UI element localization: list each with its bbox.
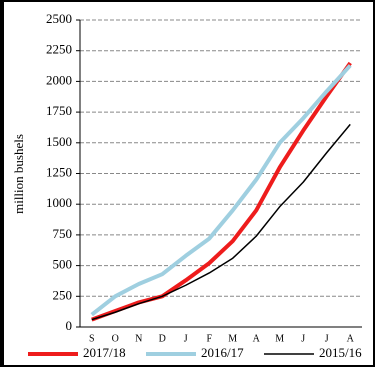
y-tick-label: 0 (66, 318, 73, 333)
y-tick-label: 1750 (46, 103, 72, 118)
legend-label: 2015/16 (319, 345, 362, 360)
y-tick-label: 2500 (46, 11, 72, 26)
left-border (0, 0, 4, 367)
x-tick-label: J (184, 333, 188, 344)
y-tick-label: 250 (53, 287, 73, 302)
y-tick-label: 500 (53, 257, 73, 272)
x-tick-label: A (253, 333, 261, 344)
series-line (90, 64, 352, 317)
y-tick-label: 1000 (46, 195, 72, 210)
y-tick-label: 1250 (46, 164, 72, 179)
x-tick-label: O (112, 333, 119, 344)
y-axis-label: million bushels (11, 134, 26, 214)
legend-label: 2017/18 (83, 345, 126, 360)
x-tick-label: D (159, 333, 166, 344)
x-tick-label: A (347, 333, 355, 344)
y-tick-label: 750 (53, 226, 73, 241)
x-tick-label: M (275, 333, 284, 344)
y-tick-label: 1500 (46, 134, 72, 149)
x-tick-label: M (228, 333, 237, 344)
series-line (91, 123, 351, 321)
series-line (91, 61, 352, 322)
x-tick-label: N (135, 333, 142, 344)
y-tick-label: 2250 (46, 42, 72, 57)
y-tick-label: 2000 (46, 72, 72, 87)
x-tick-label: F (206, 333, 212, 344)
x-tick-label: J (301, 333, 305, 344)
x-tick-label: S (89, 333, 95, 344)
x-tick-label: J (325, 333, 329, 344)
legend-label: 2016/17 (201, 345, 244, 360)
